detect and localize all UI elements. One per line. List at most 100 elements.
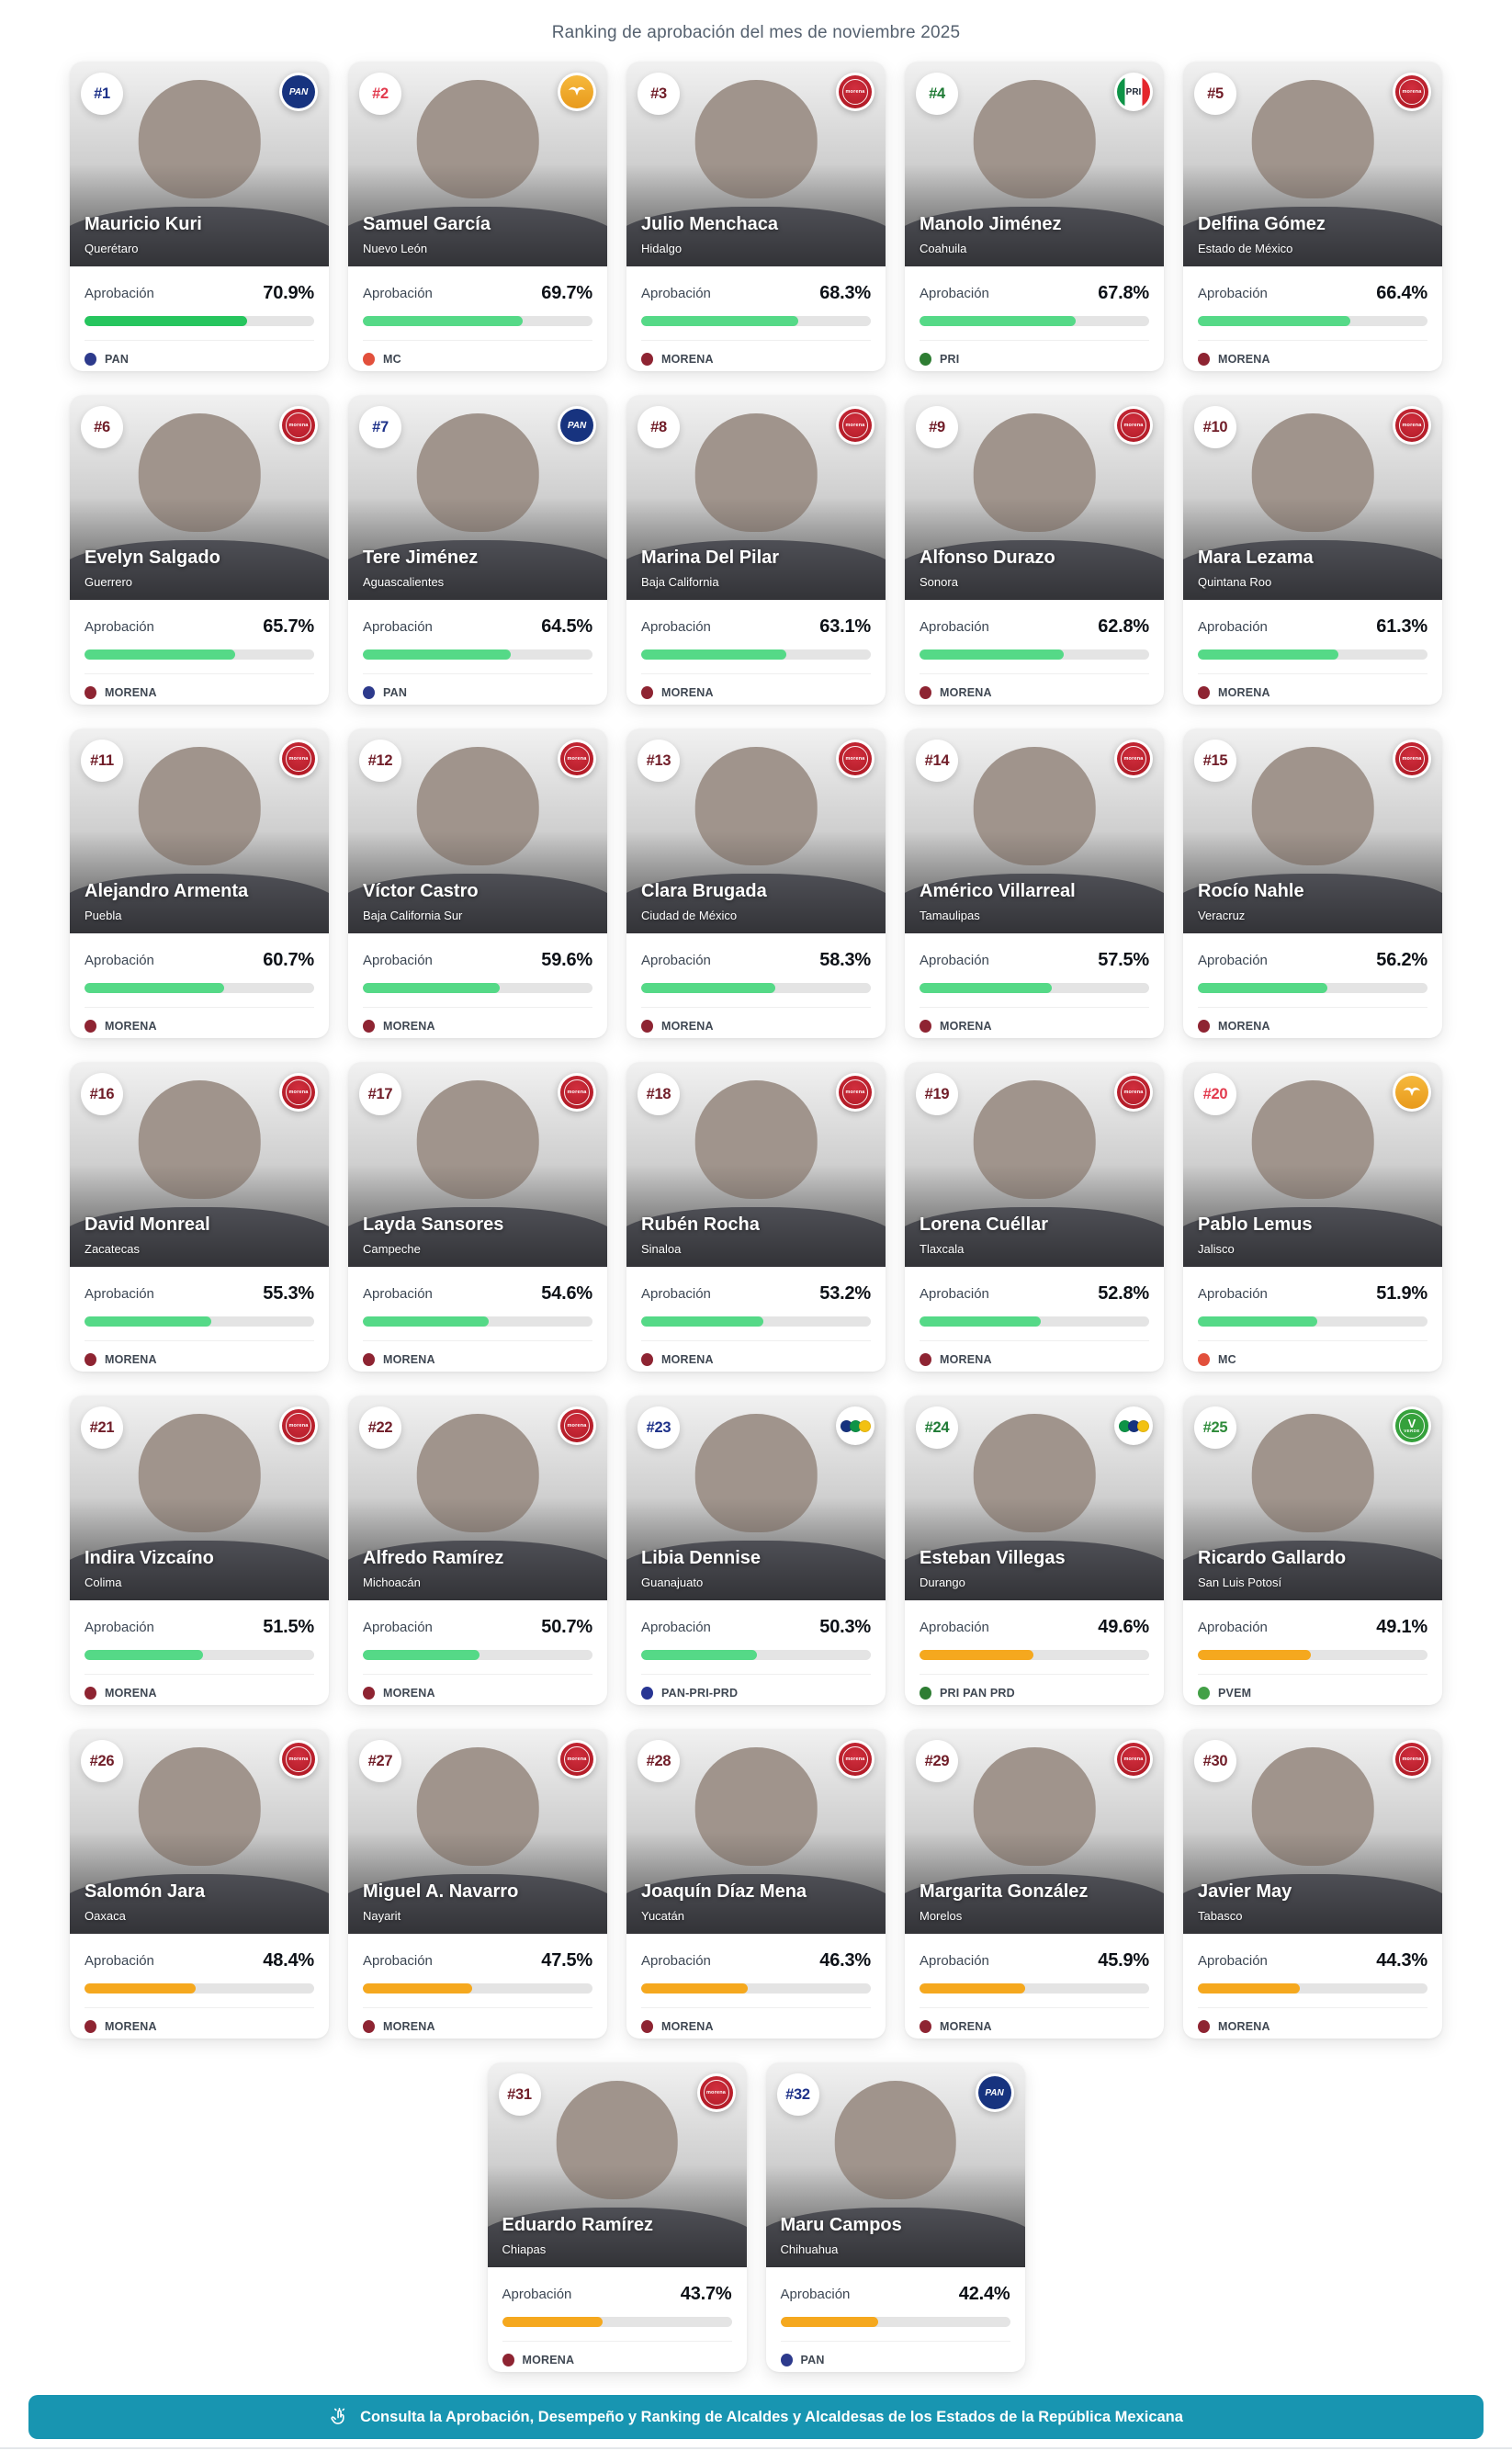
governor-card[interactable]: #25 V VERDE Ricardo Gallardo San Luis Pot… [1183, 1395, 1442, 1705]
party-row: MORENA [1198, 1008, 1427, 1033]
card-body: Aprobación 68.3% MORENA [626, 266, 886, 366]
party-dot-icon [920, 1687, 931, 1700]
governor-photo: #23 Libia Dennise Guanajuato [626, 1395, 886, 1600]
governor-card[interactable]: #11 morena Alejandro Armenta Puebla Apro… [70, 729, 329, 1038]
approval-row: Aprobación 65.7% [85, 616, 314, 638]
photo-caption: Rocío Nahle Veracruz [1198, 881, 1431, 922]
governor-photo: #29 morena Margarita González Morelos [905, 1729, 1164, 1934]
person-silhouette-head [138, 80, 261, 199]
person-silhouette-shoulders [348, 1874, 607, 1934]
approval-label: Aprobación [1198, 1953, 1268, 1969]
governor-state: Jalisco [1198, 1242, 1235, 1256]
photo-caption: Tere Jiménez Aguascalientes [363, 548, 596, 589]
person-silhouette-shoulders [905, 207, 1164, 266]
approval-bar-track [920, 1316, 1149, 1327]
governor-card[interactable]: #14 morena Américo Villarreal Tamaulipas… [905, 729, 1164, 1038]
approval-label: Aprobación [363, 286, 433, 301]
governor-card[interactable]: #2 Samuel García Nuevo León Aprobación 6… [348, 62, 607, 371]
governor-card[interactable]: #4 PRI Manolo Jiménez Coahuila Aprobació… [905, 62, 1164, 371]
approval-bar-track [363, 649, 592, 660]
card-body: Aprobación 45.9% MORENA [905, 1934, 1164, 2033]
party-dot-icon [363, 1687, 375, 1700]
card-divider [85, 673, 314, 674]
rank-number: #15 [1202, 751, 1228, 769]
governor-card[interactable]: #26 morena Salomón Jara Oaxaca Aprobació… [70, 1729, 329, 2039]
governor-card[interactable]: #12 morena Víctor Castro Baja California… [348, 729, 607, 1038]
approval-label: Aprobación [363, 1286, 433, 1302]
governor-card[interactable]: #10 morena Mara Lezama Quintana Roo Apro… [1183, 395, 1442, 705]
governor-card[interactable]: #16 morena David Monreal Zacatecas Aprob… [70, 1062, 329, 1372]
card-body: Aprobación 52.8% MORENA [905, 1267, 1164, 1366]
approval-bar-fill [85, 649, 236, 660]
footer-consult-button[interactable]: Consulta la Aprobación, Desempeño y Rank… [28, 2395, 1484, 2439]
governor-card[interactable]: #23 Libia Dennise Guanajuato Aprobación … [626, 1395, 886, 1705]
governor-card[interactable]: #8 morena Marina Del Pilar Baja Californ… [626, 395, 886, 705]
party-dot-icon [363, 1353, 375, 1366]
governor-name: Clara Brugada [641, 881, 767, 901]
card-divider [363, 1674, 592, 1675]
governor-card[interactable]: #28 morena Joaquín Díaz Mena Yucatán Apr… [626, 1729, 886, 2039]
governor-name: Javier May [1198, 1881, 1292, 1902]
approval-label: Aprobación [920, 619, 989, 635]
card-body: Aprobación 65.7% MORENA [70, 600, 329, 699]
governor-card[interactable]: #29 morena Margarita González Morelos Ap… [905, 1729, 1164, 2039]
approval-row: Aprobación 54.6% [363, 1283, 592, 1305]
governor-card[interactable]: #3 morena Julio Menchaca Hidalgo Aprobac… [626, 62, 886, 371]
approval-bar-track [641, 1316, 871, 1327]
rank-number: #20 [1202, 1085, 1228, 1102]
rank-number: #1 [94, 85, 110, 102]
governor-photo: #1 PAN Mauricio Kuri Querétaro [70, 62, 329, 266]
governor-name: Salomón Jara [85, 1881, 206, 1902]
governor-card[interactable]: #15 morena Rocío Nahle Veracruz Aprobaci… [1183, 729, 1442, 1038]
card-body: Aprobación 53.2% MORENA [626, 1267, 886, 1366]
party-logo-icon: PAN [558, 406, 596, 445]
party-name: MORENA [661, 1353, 714, 1366]
card-divider [85, 1007, 314, 1008]
rank-badge: #24 [916, 1406, 958, 1449]
governor-card[interactable]: #13 morena Clara Brugada Ciudad de Méxic… [626, 729, 886, 1038]
party-row: PAN [363, 674, 592, 699]
governor-card[interactable]: #19 morena Lorena Cuéllar Tlaxcala Aprob… [905, 1062, 1164, 1372]
governor-card[interactable]: #24 Esteban Villegas Durango Aprobación … [905, 1395, 1164, 1705]
approval-bar-fill [363, 316, 524, 326]
governor-name: Mara Lezama [1198, 548, 1314, 568]
governor-state: Estado de México [1198, 242, 1293, 255]
approval-bar-track [920, 983, 1149, 993]
person-silhouette-shoulders [348, 1207, 607, 1267]
party-row: MORENA [920, 1008, 1149, 1033]
card-divider [641, 1007, 871, 1008]
governor-card[interactable]: #17 morena Layda Sansores Campeche Aprob… [348, 1062, 607, 1372]
governor-card[interactable]: #21 morena Indira Vizcaíno Colima Aproba… [70, 1395, 329, 1705]
party-name: MORENA [940, 2020, 992, 2033]
rank-number: #12 [367, 751, 393, 769]
governor-card[interactable]: #20 Pablo Lemus Jalisco Aprobación 51.9%… [1183, 1062, 1442, 1372]
governor-state: Baja California Sur [363, 909, 463, 922]
governor-photo: #17 morena Layda Sansores Campeche [348, 1062, 607, 1267]
governor-card[interactable]: #5 morena Delfina Gómez Estado de México… [1183, 62, 1442, 371]
approval-label: Aprobación [85, 286, 154, 301]
person-silhouette-head [973, 1747, 1096, 1867]
governor-card[interactable]: #1 PAN Mauricio Kuri Querétaro Aprobació… [70, 62, 329, 371]
approval-value: 51.5% [263, 1617, 314, 1637]
governor-photo: #22 morena Alfredo Ramírez Michoacán [348, 1395, 607, 1600]
governor-card[interactable]: #18 morena Rubén Rocha Sinaloa Aprobació… [626, 1062, 886, 1372]
governor-card[interactable]: #31 morena Eduardo Ramírez Chiapas Aprob… [487, 2062, 747, 2372]
governor-card[interactable]: #22 morena Alfredo Ramírez Michoacán Apr… [348, 1395, 607, 1705]
approval-bar-track [920, 1983, 1149, 1994]
governor-card[interactable]: #6 morena Evelyn Salgado Guerrero Aproba… [70, 395, 329, 705]
party-logo-icon [558, 73, 596, 111]
governor-card[interactable]: #9 morena Alfonso Durazo Sonora Aprobaci… [905, 395, 1164, 705]
party-row: MORENA [641, 1008, 871, 1033]
card-body: Aprobación 55.3% MORENA [70, 1267, 329, 1366]
approval-value: 67.8% [1098, 283, 1149, 303]
card-divider [920, 2007, 1149, 2008]
governor-card[interactable]: #7 PAN Tere Jiménez Aguascalientes Aprob… [348, 395, 607, 705]
governor-card[interactable]: #27 morena Miguel A. Navarro Nayarit Apr… [348, 1729, 607, 2039]
party-dot-icon [85, 1353, 96, 1366]
governor-card[interactable]: #32 PAN Maru Campos Chihuahua Aprobación… [765, 2062, 1025, 2372]
approval-row: Aprobación 60.7% [85, 950, 314, 971]
party-logo-icon: morena [1114, 740, 1153, 778]
person-silhouette-head [138, 1080, 261, 1200]
person-silhouette-shoulders [905, 1207, 1164, 1267]
governor-card[interactable]: #30 morena Javier May Tabasco Aprobación… [1183, 1729, 1442, 2039]
